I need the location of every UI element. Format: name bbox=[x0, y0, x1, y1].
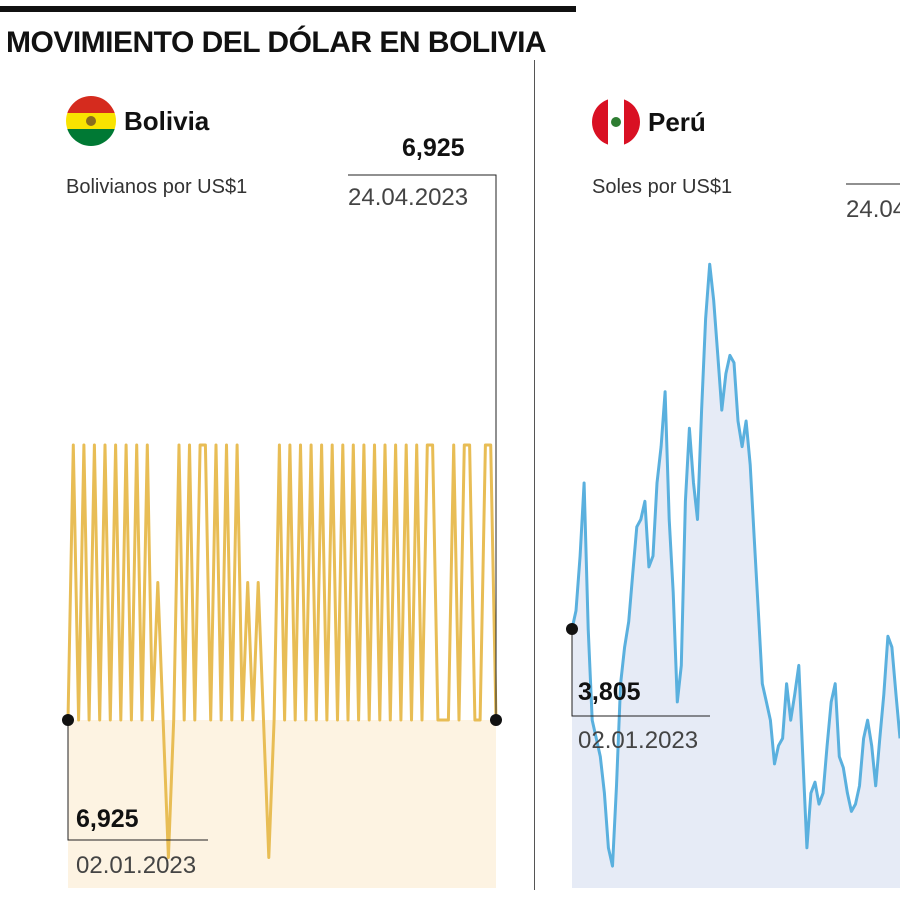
panel-divider bbox=[534, 60, 535, 890]
bolivia-header: Bolivia bbox=[66, 96, 209, 146]
bolivia-end-leader bbox=[348, 174, 497, 720]
bolivia-flag-icon bbox=[66, 96, 116, 146]
peru-end-date: 24.04.2023 bbox=[846, 196, 900, 223]
bolivia-start-value: 6,925 bbox=[76, 805, 139, 833]
peru-series-line bbox=[570, 262, 900, 868]
peru-country-label: Perú bbox=[648, 106, 706, 137]
peru-start-date: 02.01.2023 bbox=[578, 727, 699, 754]
peru-area-fill bbox=[572, 264, 900, 888]
bolivia-end-marker bbox=[490, 714, 502, 726]
page-title: MOVIMIENTO DEL DÓLAR EN BOLIVIA bbox=[6, 26, 547, 59]
bolivia-series-line bbox=[66, 443, 498, 859]
peru-start-marker bbox=[566, 622, 578, 635]
bolivia-start-marker bbox=[62, 714, 74, 726]
bolivia-area-fill bbox=[68, 720, 496, 888]
top-rule bbox=[0, 6, 576, 12]
bolivia-country-label: Bolivia bbox=[124, 105, 210, 136]
peru-header: Perú bbox=[592, 98, 706, 146]
peru-start-value: 3,805 bbox=[578, 678, 641, 706]
peru-start-leader bbox=[571, 628, 710, 717]
bolivia-end-date: 24.04.2023 bbox=[348, 184, 469, 211]
bolivia-units-label: Bolivianos por US$1 bbox=[66, 176, 248, 198]
bolivia-start-date: 02.01.2023 bbox=[76, 852, 197, 879]
peru-units-label: Soles por US$1 bbox=[592, 176, 733, 198]
bolivia-end-value: 6,925 bbox=[402, 134, 465, 162]
bolivia-start-leader bbox=[67, 720, 208, 841]
peru-flag-icon bbox=[592, 98, 640, 146]
